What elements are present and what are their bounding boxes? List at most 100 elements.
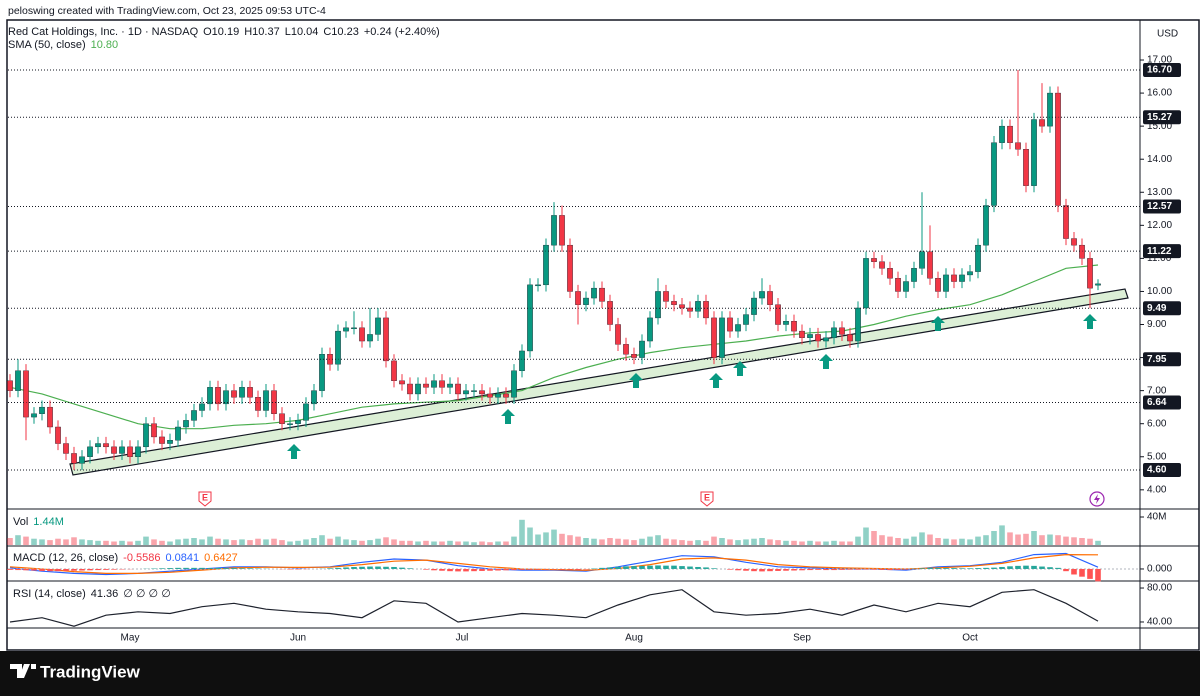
macd-histogram-bar bbox=[599, 567, 605, 569]
volume-bar bbox=[199, 539, 205, 545]
macd-histogram-bar bbox=[199, 567, 205, 569]
volume-bar bbox=[647, 536, 653, 545]
macd-histogram-bar bbox=[751, 568, 757, 572]
volume-bar bbox=[607, 538, 613, 545]
volume-bar bbox=[39, 539, 45, 545]
volume-bar bbox=[879, 535, 885, 545]
volume-bar bbox=[775, 540, 781, 545]
attribution: peloswing created with TradingView.com, … bbox=[8, 5, 326, 17]
macd-histogram-bar bbox=[983, 567, 989, 569]
x-tick-label: Sep bbox=[793, 633, 811, 644]
macd-histogram-bar bbox=[919, 568, 925, 569]
macd-histogram-bar bbox=[1079, 568, 1085, 577]
volume-bar bbox=[855, 536, 861, 545]
level-badge bbox=[1143, 110, 1181, 125]
pane-value: 41.36 bbox=[91, 588, 119, 600]
volume-bar bbox=[455, 541, 461, 545]
volume-bar bbox=[23, 536, 29, 545]
volume-bar bbox=[215, 538, 221, 545]
volume-bar bbox=[887, 536, 893, 545]
macd-histogram-bar bbox=[15, 568, 21, 571]
volume-bar bbox=[663, 538, 669, 545]
macd-histogram-bar bbox=[527, 568, 533, 570]
macd-histogram-bar bbox=[1047, 567, 1053, 569]
macd-histogram-bar bbox=[391, 566, 397, 569]
volume-bar bbox=[1087, 538, 1093, 545]
macd-histogram-bar bbox=[375, 566, 381, 569]
macd-histogram-bar bbox=[495, 568, 501, 571]
volume-bar bbox=[815, 541, 821, 545]
macd-histogram-bar bbox=[231, 568, 237, 569]
volume-bar bbox=[703, 540, 709, 545]
macd-histogram-bar bbox=[7, 568, 13, 570]
volume-bar bbox=[247, 540, 253, 545]
macd-histogram-bar bbox=[799, 568, 805, 571]
level-badge bbox=[1143, 244, 1181, 259]
volume-bar bbox=[991, 531, 997, 545]
macd-histogram-bar bbox=[927, 567, 933, 569]
volume-bar bbox=[271, 538, 277, 545]
macd-histogram-bar bbox=[767, 568, 773, 572]
level-label: 15.27 bbox=[1147, 112, 1172, 123]
annotation-arrow bbox=[709, 373, 723, 388]
volume-bar bbox=[639, 538, 645, 545]
volume-bar bbox=[999, 525, 1005, 545]
volume-bar bbox=[143, 536, 149, 545]
volume-bar bbox=[415, 541, 421, 545]
macd-histogram-bar bbox=[975, 568, 981, 569]
volume-bar bbox=[831, 540, 837, 545]
volume-bar bbox=[631, 540, 637, 545]
volume-bar bbox=[919, 532, 925, 545]
pane-name: MACD (12, 26, close) bbox=[13, 552, 118, 564]
macd-histogram-bar bbox=[359, 566, 365, 569]
volume-bar bbox=[79, 539, 85, 545]
level-label: 9.49 bbox=[1147, 303, 1167, 314]
volume-bar bbox=[743, 539, 749, 545]
volume-bar bbox=[159, 540, 165, 545]
level-label: 12.57 bbox=[1147, 201, 1172, 212]
volume-bar bbox=[15, 535, 21, 545]
macd-histogram-bar bbox=[959, 568, 965, 569]
macd-histogram-bar bbox=[871, 568, 877, 570]
volume-bar bbox=[623, 539, 629, 545]
level-badge bbox=[1143, 301, 1181, 316]
volume-bar bbox=[327, 538, 333, 545]
volume-bar bbox=[591, 538, 597, 545]
volume-bar bbox=[799, 541, 805, 545]
volume-bar bbox=[375, 538, 381, 545]
y-tick-label: 6.00 bbox=[1147, 418, 1167, 429]
volume-bar bbox=[895, 538, 901, 545]
volume-bar bbox=[431, 541, 437, 545]
macd-histogram-bar bbox=[455, 568, 461, 572]
volume-bar bbox=[1095, 540, 1101, 545]
volume-bar bbox=[391, 539, 397, 545]
volume-bar bbox=[303, 539, 309, 545]
volume-bar bbox=[927, 534, 933, 545]
volume-bar bbox=[55, 538, 61, 545]
annotation-arrow bbox=[733, 361, 747, 376]
volume-bar bbox=[47, 540, 53, 545]
volume-bar bbox=[1047, 534, 1053, 545]
macd-histogram-bar bbox=[399, 567, 405, 569]
volume-bar bbox=[119, 540, 125, 545]
macd-histogram-bar bbox=[687, 566, 693, 569]
volume-bar bbox=[111, 541, 117, 545]
macd-histogram-bar bbox=[71, 568, 77, 571]
macd-histogram-bar bbox=[367, 566, 373, 569]
macd-histogram-bar bbox=[463, 568, 469, 572]
macd-histogram-bar bbox=[511, 568, 517, 571]
macd-histogram-bar bbox=[215, 567, 221, 569]
macd-histogram-bar bbox=[1023, 565, 1029, 569]
volume-bar bbox=[735, 540, 741, 545]
macd-histogram-bar bbox=[63, 568, 69, 571]
earnings-marker bbox=[198, 491, 212, 507]
macd-histogram-bar bbox=[1087, 568, 1093, 579]
annotation-arrow bbox=[287, 444, 301, 459]
macd-histogram-bar bbox=[655, 565, 661, 569]
volume-bar bbox=[351, 540, 357, 545]
macd-histogram-bar bbox=[55, 568, 61, 572]
volume-bar bbox=[1007, 532, 1013, 545]
macd-histogram-bar bbox=[159, 568, 165, 569]
volume-bar bbox=[63, 539, 69, 545]
y-tick-label: 4.00 bbox=[1147, 484, 1167, 495]
